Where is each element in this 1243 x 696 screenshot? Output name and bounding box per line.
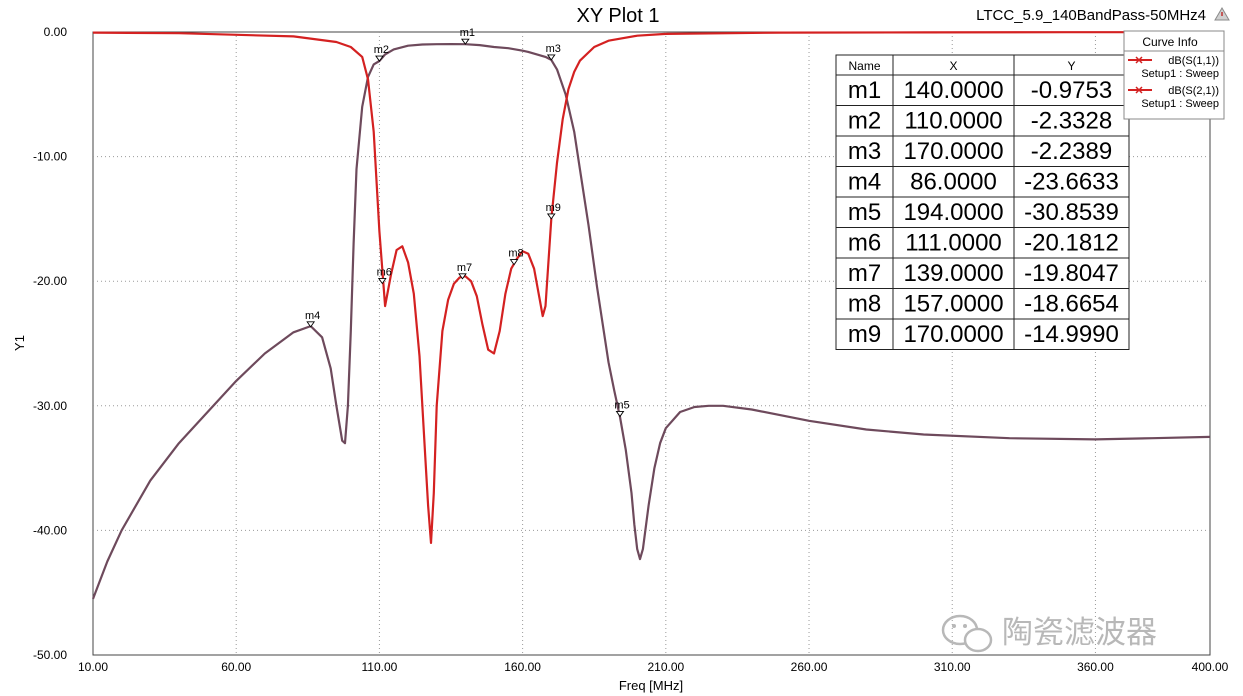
table-cell: 170.0000 (903, 138, 1003, 165)
legend-entry-setup: Setup1 : Sweep (1141, 98, 1219, 110)
x-tick-label: 210.00 (647, 660, 684, 674)
table-cell: m1 (848, 77, 881, 104)
table-cell: m4 (848, 169, 881, 196)
warning-triangle-icon[interactable] (1214, 7, 1230, 21)
legend-title: Curve Info (1142, 35, 1198, 49)
table-cell: -2.3328 (1031, 108, 1112, 135)
marker-label-m2: m2 (374, 44, 389, 56)
table-cell: 157.0000 (903, 291, 1003, 318)
table-border (835, 54, 1130, 350)
table-cell: -23.6633 (1024, 169, 1119, 196)
y-tick-label: -20.00 (33, 274, 67, 288)
x-tick-label: 260.00 (791, 660, 828, 674)
table-cell: 139.0000 (903, 260, 1003, 287)
curves (91, 31, 1211, 600)
marker-m5 (615, 410, 625, 418)
y-tick-label: -10.00 (33, 150, 67, 164)
legend-box (1123, 30, 1225, 120)
markers: m1 m2 m3 m4 m5 m6 m7 m8 m9 (305, 27, 630, 418)
marker-label-m5: m5 (614, 399, 629, 411)
marker-m8 (509, 259, 519, 266)
table-cell: m2 (848, 108, 881, 135)
y-tick-labels: 0.00 -10.00 -20.00 -30.00 -40.00 -50.00 (33, 25, 67, 662)
table-cell: -30.8539 (1024, 199, 1119, 226)
y-axis-label: Y1 (12, 335, 27, 351)
table-cell: 194.0000 (903, 199, 1003, 226)
watermark: 陶瓷滤波器 (941, 614, 1157, 653)
table-cell: m6 (848, 230, 881, 257)
marker-m2 (375, 55, 384, 62)
table-cell: m8 (848, 291, 881, 318)
table-cell: -20.1812 (1024, 230, 1119, 257)
table-header-cell: Name (848, 59, 880, 73)
y-tick-label: 0.00 (44, 25, 68, 39)
table-cell: 140.0000 (903, 77, 1003, 104)
table-cell: -19.8047 (1024, 260, 1119, 287)
marker-label-m8: m8 (508, 248, 523, 260)
table-cell: m5 (848, 199, 881, 226)
x-tick-label: 400.00 (1192, 660, 1229, 674)
table-cell: 111.0000 (905, 230, 1002, 257)
curve-info-legend[interactable]: Curve Info dB(S(1,1))Setup1 : SweepdB(S(… (1123, 30, 1225, 120)
series-s11-line (92, 31, 1210, 545)
marker-m1 (460, 38, 470, 45)
marker-m9 (546, 213, 556, 220)
marker-m4 (306, 321, 316, 328)
legend-marker-icon (1135, 86, 1143, 94)
x-tick-label: 360.00 (1077, 660, 1114, 674)
table-header-cell: X (949, 59, 957, 73)
marker-label-m4: m4 (305, 310, 320, 322)
legend-entry-name: dB(S(1,1)) (1168, 55, 1219, 67)
table-cell: m7 (848, 260, 881, 287)
marker-m7 (458, 273, 467, 280)
x-tick-labels: 10.00 60.00 110.00 160.00 210.00 260.00 310.00… (78, 660, 1229, 674)
marker-table: Name X Ym1 140.0000 -0.9753 m2 110.0000 -2.3328… (835, 54, 1130, 350)
chart-title: XY Plot 1 (576, 5, 659, 27)
wechat-logo-icon (941, 614, 993, 653)
marker-label-m3: m3 (546, 43, 561, 55)
marker-label-m9: m9 (546, 202, 561, 214)
x-tick-label: 110.00 (362, 660, 398, 674)
marker-m3 (546, 54, 556, 61)
table-cell: -0.9753 (1031, 77, 1112, 104)
table-header-cell: Y (1067, 59, 1075, 73)
table-cell: 170.0000 (903, 321, 1003, 348)
x-axis-label: Freq [MHz] (619, 678, 683, 693)
table-cell: -14.9990 (1024, 321, 1119, 348)
legend-entry-name: dB(S(2,1)) (1168, 85, 1219, 97)
marker-label-m1: m1 (460, 27, 475, 39)
y-tick-label: -50.00 (33, 648, 67, 662)
table-cell: 110.0000 (904, 108, 1002, 135)
project-name: LTCC_5.9_140BandPass-50MHz4 (976, 7, 1206, 24)
series-s21-line (91, 42, 1211, 600)
y-tick-label: -30.00 (33, 399, 67, 413)
table-cell: -2.2389 (1031, 138, 1112, 165)
legend-marker-icon (1135, 56, 1143, 64)
x-tick-label: 310.00 (934, 660, 971, 674)
x-tick-label: 10.00 (78, 660, 108, 674)
marker-m6 (377, 278, 387, 285)
table-cell: -18.6654 (1024, 291, 1119, 318)
table-cell: m3 (848, 138, 881, 165)
table-cell: 86.0000 (910, 169, 997, 196)
watermark-text: 陶瓷滤波器 (1002, 615, 1157, 651)
table-cell: m9 (848, 321, 881, 348)
legend-entry-setup: Setup1 : Sweep (1141, 68, 1219, 80)
x-tick-label: 60.00 (221, 660, 251, 674)
marker-label-m7: m7 (457, 262, 472, 274)
x-tick-label: 160.00 (504, 660, 541, 674)
marker-label-m6: m6 (377, 266, 392, 278)
y-tick-label: -40.00 (33, 523, 67, 537)
